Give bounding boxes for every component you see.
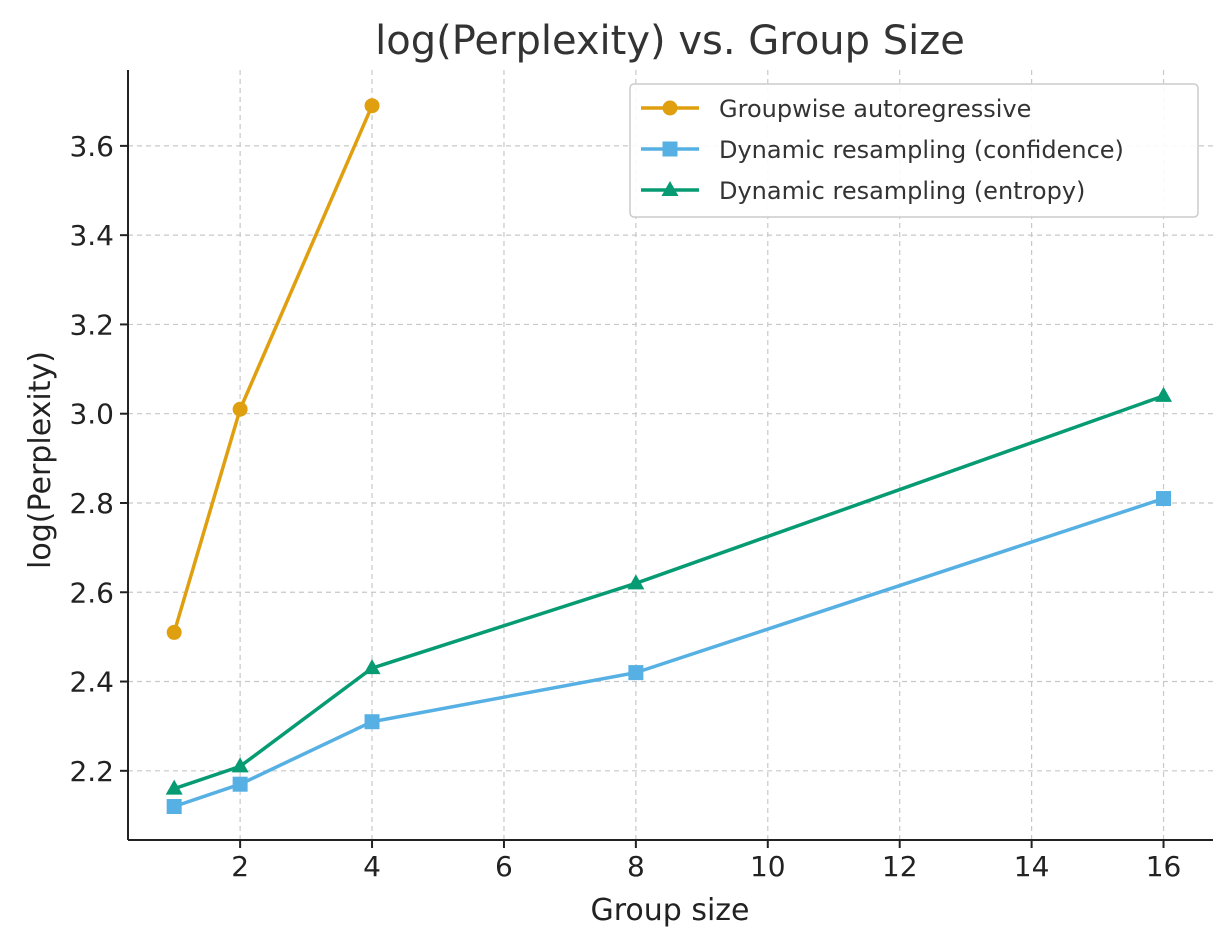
legend-label: Dynamic resampling (entropy) bbox=[719, 177, 1085, 205]
legend-marker bbox=[661, 181, 679, 196]
x-tick-label: 8 bbox=[627, 850, 645, 883]
data-point bbox=[364, 98, 380, 114]
data-point bbox=[165, 779, 183, 795]
legend-marker bbox=[662, 141, 678, 157]
data-point bbox=[1156, 491, 1172, 507]
x-tick-label: 6 bbox=[495, 850, 513, 883]
legend-label: Groupwise autoregressive bbox=[719, 95, 1031, 123]
legend-label: Dynamic resampling (confidence) bbox=[719, 136, 1124, 164]
series-layer bbox=[165, 98, 1173, 815]
data-point bbox=[166, 799, 182, 815]
series-line bbox=[173, 496, 1165, 809]
chart-title: log(Perplexity) vs. Group Size bbox=[375, 18, 965, 64]
y-tick-label: 2.4 bbox=[69, 666, 114, 699]
y-tick-label: 3.6 bbox=[69, 130, 114, 163]
legend-entry-groupwise-autoregressive: Groupwise autoregressive bbox=[641, 95, 1031, 123]
series-line bbox=[172, 105, 374, 633]
x-tick-label: 14 bbox=[1014, 850, 1050, 883]
data-point bbox=[232, 776, 248, 792]
data-point bbox=[364, 714, 380, 730]
x-tick-label: 2 bbox=[231, 850, 249, 883]
x-tick-label: 4 bbox=[363, 850, 381, 883]
y-tick-label: 3.2 bbox=[69, 308, 114, 341]
y-tick-label: 2.6 bbox=[69, 576, 114, 609]
legend-marker bbox=[662, 100, 678, 116]
legend-entry-dynamic-resampling-entropy: Dynamic resampling (entropy) bbox=[641, 177, 1085, 205]
x-axis-label: Group size bbox=[590, 893, 749, 928]
data-point bbox=[1155, 386, 1173, 402]
data-point bbox=[363, 659, 381, 675]
data-point bbox=[231, 757, 249, 773]
legend-entry-dynamic-resampling-confidence: Dynamic resampling (confidence) bbox=[641, 136, 1124, 164]
legend-box bbox=[629, 83, 1199, 218]
y-tick-label: 2.8 bbox=[69, 487, 114, 520]
data-point bbox=[166, 624, 182, 640]
y-tick-label: 3.0 bbox=[69, 398, 114, 431]
y-ticks: 2.2 2.4 2.6 2.8 3.0 3.2 3.4 3.6 bbox=[69, 130, 128, 788]
y-tick-label: 3.4 bbox=[69, 219, 114, 252]
data-point bbox=[627, 574, 645, 590]
series-dynamic-resampling-confidence bbox=[166, 491, 1172, 815]
x-ticks: 2 4 6 8 10 12 14 16 bbox=[231, 840, 1181, 883]
data-point bbox=[232, 401, 248, 417]
x-tick-label: 16 bbox=[1146, 850, 1182, 883]
x-tick-label: 10 bbox=[750, 850, 786, 883]
legend: Groupwise autoregressive Dynamic resampli… bbox=[629, 83, 1199, 218]
series-dynamic-resampling-entropy bbox=[165, 386, 1173, 795]
series-groupwise-autoregressive bbox=[166, 98, 380, 640]
x-tick-label: 12 bbox=[882, 850, 918, 883]
y-tick-label: 2.2 bbox=[69, 755, 114, 788]
data-point bbox=[628, 665, 644, 681]
y-axis-label: log(Perplexity) bbox=[23, 351, 58, 569]
